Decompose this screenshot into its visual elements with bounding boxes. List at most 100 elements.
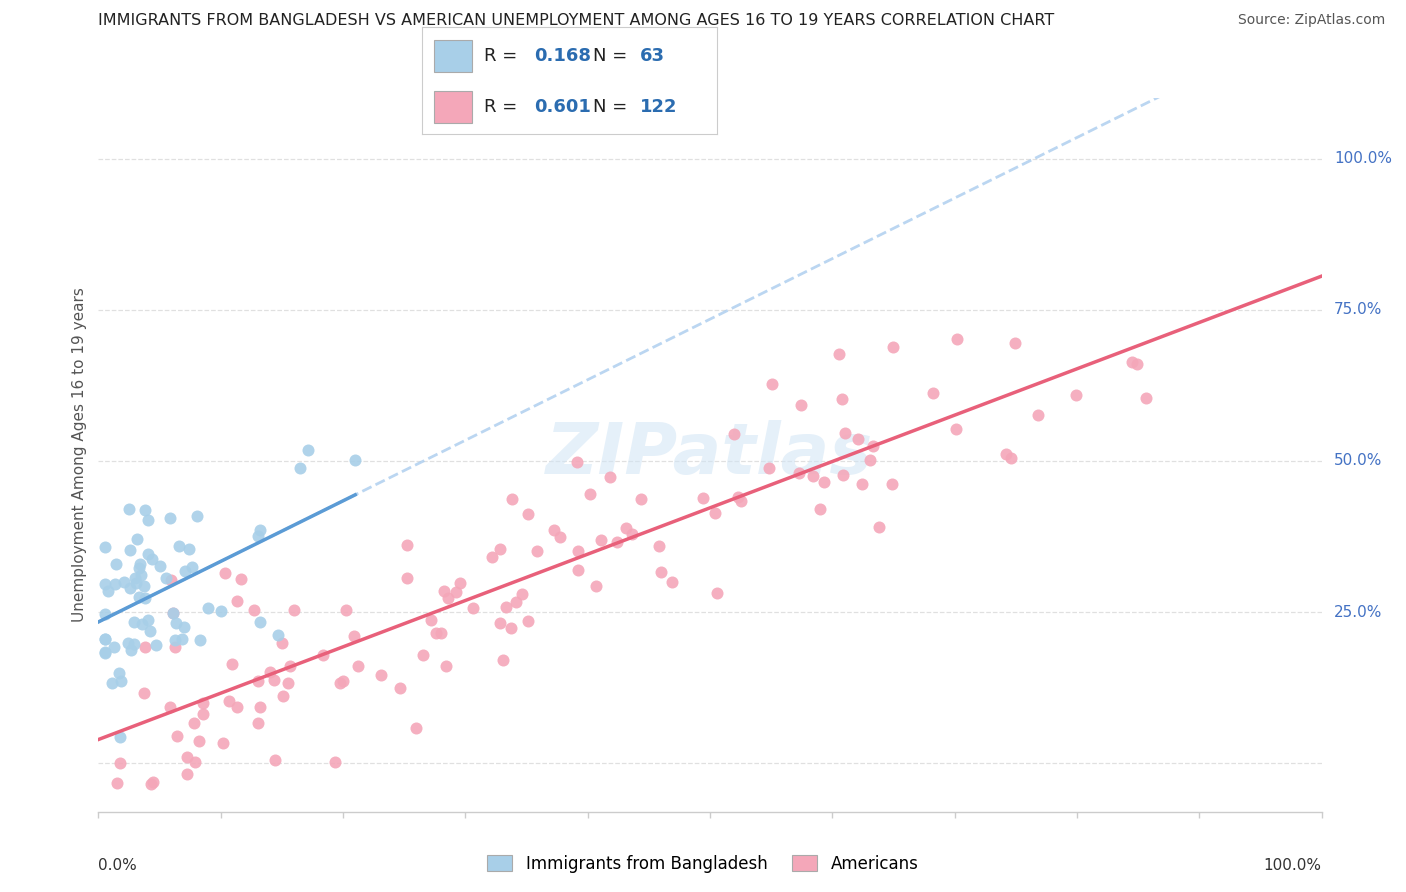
Point xyxy=(132,686,155,700)
Point xyxy=(288,460,311,475)
Point xyxy=(176,767,198,781)
Point xyxy=(420,613,443,627)
Point xyxy=(136,512,159,526)
Point xyxy=(93,577,115,591)
Text: ZIPatlas: ZIPatlas xyxy=(547,420,873,490)
Point xyxy=(565,455,588,469)
Point xyxy=(165,616,187,631)
Point xyxy=(1064,387,1087,401)
Point xyxy=(808,502,831,516)
Point xyxy=(579,487,602,501)
Point xyxy=(138,547,160,561)
Point xyxy=(139,624,162,638)
Point xyxy=(1000,451,1022,466)
Point xyxy=(134,640,156,654)
Point xyxy=(630,491,652,506)
Point xyxy=(395,538,418,552)
Point xyxy=(191,706,214,721)
Point xyxy=(1026,409,1049,423)
Point xyxy=(145,638,167,652)
Point xyxy=(184,756,207,770)
Point xyxy=(297,442,319,457)
Point xyxy=(94,632,117,646)
Point xyxy=(101,676,124,690)
Point xyxy=(108,730,131,744)
Text: IMMIGRANTS FROM BANGLADESH VS AMERICAN UNEMPLOYMENT AMONG AGES 16 TO 19 YEARS CO: IMMIGRANTS FROM BANGLADESH VS AMERICAN U… xyxy=(98,13,1054,29)
Point xyxy=(103,576,125,591)
Point xyxy=(516,508,538,522)
Point xyxy=(108,665,131,680)
Point xyxy=(481,549,503,564)
Point xyxy=(163,640,186,655)
Point xyxy=(412,648,434,663)
Point xyxy=(174,564,197,578)
Text: 75.0%: 75.0% xyxy=(1334,302,1382,318)
Point xyxy=(495,599,517,614)
Point xyxy=(110,674,132,689)
Point xyxy=(214,566,236,581)
Point xyxy=(489,616,512,631)
Point xyxy=(543,523,565,537)
Point xyxy=(141,777,163,791)
Point xyxy=(329,676,352,690)
Point xyxy=(118,581,141,595)
Point xyxy=(727,490,749,504)
Point xyxy=(247,673,270,688)
Point xyxy=(183,715,205,730)
Point xyxy=(395,571,418,585)
Point xyxy=(166,729,188,743)
Point xyxy=(787,467,810,481)
Point xyxy=(995,447,1018,461)
Point xyxy=(430,626,453,640)
Point xyxy=(425,625,447,640)
Point xyxy=(259,665,281,680)
Point xyxy=(112,575,135,590)
Point xyxy=(516,614,538,628)
Point xyxy=(124,636,146,650)
Point xyxy=(606,534,628,549)
Point xyxy=(93,632,115,646)
Point xyxy=(1135,391,1157,405)
Point xyxy=(868,520,890,534)
Point xyxy=(620,526,643,541)
Point xyxy=(162,606,184,620)
Text: 100.0%: 100.0% xyxy=(1334,151,1392,166)
Point xyxy=(134,591,156,605)
Point xyxy=(858,452,880,467)
Point xyxy=(118,542,141,557)
Text: N =: N = xyxy=(593,98,633,116)
Point xyxy=(120,643,142,657)
Point xyxy=(758,461,780,475)
Point xyxy=(243,603,266,617)
Point xyxy=(278,658,301,673)
Point xyxy=(117,636,139,650)
Point xyxy=(446,585,468,599)
Point xyxy=(103,640,125,654)
Text: 50.0%: 50.0% xyxy=(1334,453,1382,468)
Point xyxy=(129,568,152,582)
Point xyxy=(703,507,725,521)
Point xyxy=(179,541,201,556)
Point xyxy=(128,561,150,575)
Point xyxy=(167,539,190,553)
Point xyxy=(188,733,211,747)
Point xyxy=(585,579,607,593)
Point xyxy=(813,475,835,489)
Text: N =: N = xyxy=(593,46,633,64)
FancyBboxPatch shape xyxy=(433,91,472,123)
Point xyxy=(231,572,253,586)
Point xyxy=(134,502,156,516)
Text: 122: 122 xyxy=(640,98,678,116)
Point xyxy=(880,476,903,491)
Point xyxy=(246,716,269,731)
Point xyxy=(127,532,149,546)
Point xyxy=(434,659,457,673)
Text: R =: R = xyxy=(484,46,523,64)
Point xyxy=(149,559,172,574)
Point xyxy=(270,636,292,650)
Point xyxy=(405,721,427,735)
Point xyxy=(159,573,181,587)
Point xyxy=(118,502,141,516)
Point xyxy=(186,509,208,524)
Point xyxy=(128,590,150,604)
